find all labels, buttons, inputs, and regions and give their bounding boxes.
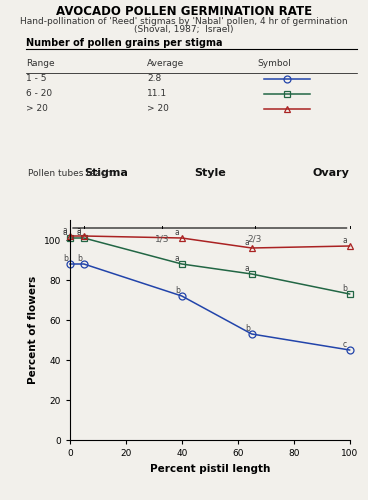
Text: a: a — [175, 228, 180, 237]
Text: a: a — [245, 264, 250, 273]
Y-axis label: Percent of flowers: Percent of flowers — [28, 276, 38, 384]
Text: AVOCADO POLLEN GERMINATION RATE: AVOCADO POLLEN GERMINATION RATE — [56, 5, 312, 18]
Text: 2.8: 2.8 — [147, 74, 162, 83]
X-axis label: Percent pistil length: Percent pistil length — [149, 464, 270, 473]
Text: b: b — [77, 254, 82, 263]
Text: b: b — [175, 286, 180, 295]
Text: Number of pollen grains per stigma: Number of pollen grains per stigma — [26, 38, 222, 48]
Text: Style: Style — [194, 168, 226, 178]
Text: a: a — [245, 238, 250, 247]
Text: > 20: > 20 — [26, 104, 47, 113]
Text: a: a — [175, 254, 180, 263]
Text: (Shoval, 1987;  Israel): (Shoval, 1987; Israel) — [134, 25, 234, 34]
Text: 6 - 20: 6 - 20 — [26, 89, 52, 98]
Text: a: a — [77, 228, 82, 237]
Text: b: b — [245, 324, 250, 333]
Text: Hand-pollination of 'Reed' stigmas by 'Nabal' pollen, 4 hr of germination: Hand-pollination of 'Reed' stigmas by 'N… — [20, 16, 348, 26]
Text: 2/3: 2/3 — [247, 234, 262, 243]
Text: c: c — [343, 340, 347, 349]
Text: 11.1: 11.1 — [147, 89, 167, 98]
Text: b: b — [343, 284, 347, 293]
Text: Range: Range — [26, 58, 54, 68]
Text: 1/3: 1/3 — [155, 234, 170, 243]
Text: Pollen tubes reach:: Pollen tubes reach: — [28, 169, 114, 178]
Text: a: a — [63, 226, 68, 235]
Text: Symbol: Symbol — [258, 58, 291, 68]
Text: b: b — [63, 254, 68, 263]
Text: Stigma: Stigma — [84, 168, 128, 178]
Text: a: a — [77, 226, 82, 235]
Text: Average: Average — [147, 58, 184, 68]
Text: a: a — [63, 228, 68, 237]
Text: a: a — [343, 236, 347, 245]
Text: > 20: > 20 — [147, 104, 169, 113]
Text: Ovary: Ovary — [313, 168, 350, 178]
Text: 1 - 5: 1 - 5 — [26, 74, 46, 83]
